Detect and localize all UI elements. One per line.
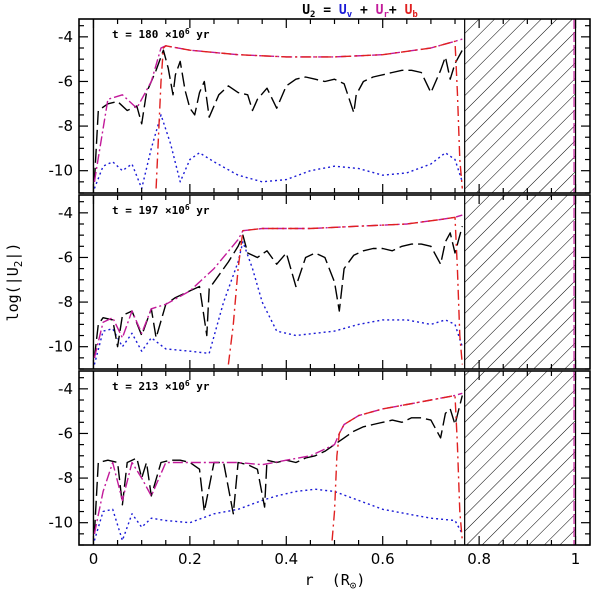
series-ur-line (93, 392, 463, 534)
y-tick-label: -10 (49, 338, 74, 356)
y-tick-label: -8 (58, 469, 73, 487)
y-tick-label: -6 (58, 72, 73, 90)
series-ub-line (227, 216, 463, 365)
series-ur-line (93, 214, 463, 358)
hatched-region (464, 371, 576, 545)
x-tick-label: 0.6 (371, 550, 395, 568)
y-tick-label: -6 (58, 424, 73, 442)
y-axis-label: log(|U2|) (4, 243, 25, 322)
y-tick-label: -4 (58, 380, 73, 398)
x-tick-label: 0.4 (274, 550, 298, 568)
y-tick-label: -8 (58, 293, 73, 311)
x-axis-label: r (R⊙) (305, 571, 366, 592)
x-tick-labels: 0 0.2 0.4 0.6 0.8 1 (89, 550, 581, 568)
panel-3: -4 -6 -8 -10 t = 213 ×106 yr (49, 370, 591, 546)
y-tick-label: -4 (58, 204, 73, 222)
hatched-region (464, 195, 576, 369)
y-tick-label: -4 (58, 28, 73, 46)
series-total-line (93, 395, 463, 534)
title-ub: U (405, 3, 413, 18)
series-uv-line (93, 114, 463, 190)
y-tick-label: -10 (49, 162, 74, 180)
series-total-line (93, 226, 463, 358)
x-tick-label: 0 (89, 550, 99, 568)
title-uv: U (339, 3, 347, 18)
panel-time-label: t = 180 ×106 yr (112, 27, 210, 41)
panel-time-label: t = 213 ×106 yr (112, 379, 210, 393)
title-u2: U (302, 3, 310, 18)
hatched-region (464, 19, 576, 193)
x-tick-label: 0.8 (467, 550, 491, 568)
panel-1: -4 -6 -8 -10 t = 180 ×106 yr (49, 18, 591, 194)
series-total-line (93, 49, 463, 182)
panel-time-label: t = 197 ×106 yr (112, 203, 210, 217)
y-tick-label: -8 (58, 117, 73, 135)
panel-2: -4 -6 -8 -10 t = 197 ×106 yr (49, 194, 591, 370)
series-group (93, 38, 463, 190)
y-tick-label: -6 (58, 248, 73, 266)
chart-title: U2 = Uv + Ur+ Ub (302, 3, 418, 20)
y-tick-label: -10 (49, 514, 74, 532)
x-tick-label: 0.2 (178, 550, 202, 568)
series-ur-line (93, 38, 463, 182)
series-ub-line (331, 394, 463, 541)
series-uv-line (93, 488, 463, 542)
x-tick-label: 1 (571, 550, 581, 568)
title-ur: U (376, 3, 384, 18)
panels: -4 -6 -8 -10 t = 180 ×106 yr -4 -6 -8 -10 t = 197… (49, 18, 591, 546)
series-group (93, 392, 463, 542)
series-uv-line (93, 241, 463, 365)
series-ub-line (155, 40, 463, 189)
series-group (93, 214, 463, 365)
